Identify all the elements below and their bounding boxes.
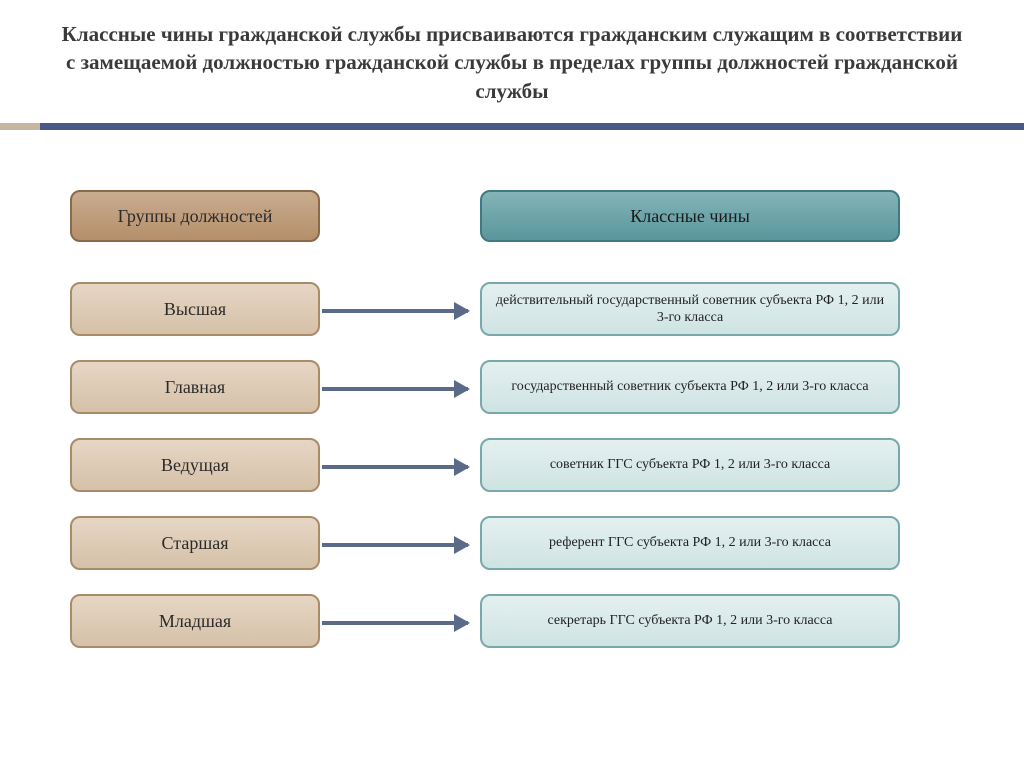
- group-box: Младшая: [70, 594, 320, 648]
- rank-box: действительный государственный советник …: [480, 282, 900, 336]
- rank-box: секретарь ГГС субъекта РФ 1, 2 или 3-го …: [480, 594, 900, 648]
- ranks-header: Классные чины: [480, 190, 900, 242]
- group-box: Главная: [70, 360, 320, 414]
- groups-column: Группы должностей Высшая Главная Ведущая…: [70, 190, 320, 672]
- page-title: Классные чины гражданской службы присваи…: [60, 20, 964, 105]
- groups-header: Группы должностей: [70, 190, 320, 242]
- group-box: Старшая: [70, 516, 320, 570]
- group-box: Высшая: [70, 282, 320, 336]
- group-box: Ведущая: [70, 438, 320, 492]
- diagram: Группы должностей Высшая Главная Ведущая…: [0, 130, 1024, 692]
- rank-box: референт ГГС субъекта РФ 1, 2 или 3-го к…: [480, 516, 900, 570]
- ranks-column: Классные чины действительный государстве…: [480, 190, 900, 672]
- divider: [0, 123, 1024, 130]
- rank-box: государственный советник субъекта РФ 1, …: [480, 360, 900, 414]
- rank-box: советник ГГС субъекта РФ 1, 2 или 3-го к…: [480, 438, 900, 492]
